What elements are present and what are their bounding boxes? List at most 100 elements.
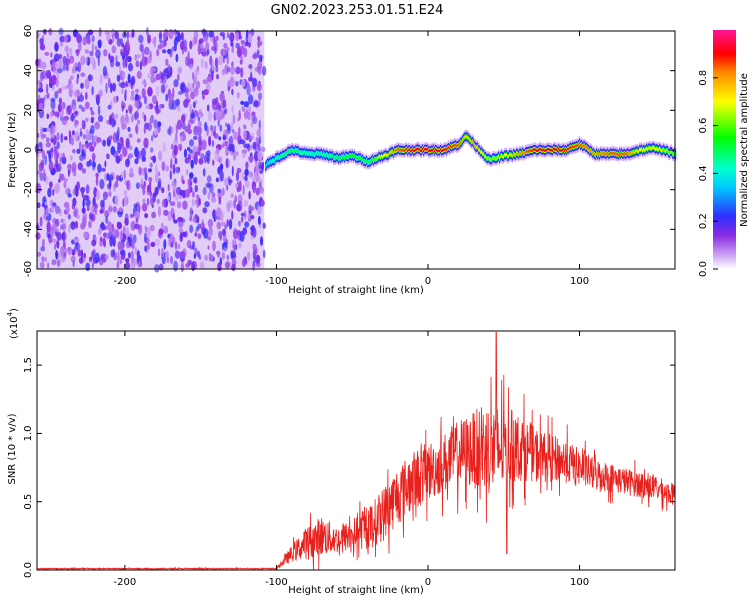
ridge-core bbox=[352, 154, 354, 157]
noise-blob bbox=[82, 198, 85, 210]
noise-blob bbox=[146, 56, 152, 64]
ridge-core bbox=[547, 148, 549, 151]
noise-blob bbox=[75, 187, 79, 198]
noise-blob bbox=[144, 46, 150, 56]
noise-blob bbox=[45, 207, 50, 217]
noise-blob bbox=[205, 182, 211, 189]
noise-blob bbox=[174, 241, 178, 250]
ridge-core bbox=[646, 147, 648, 150]
ridge-core bbox=[361, 158, 363, 162]
noise-blob bbox=[53, 111, 60, 117]
colorbar-tick-label: 0.6 bbox=[698, 118, 709, 134]
noise-blob bbox=[198, 158, 204, 165]
noise-blob bbox=[228, 135, 234, 146]
noise-blob bbox=[129, 33, 132, 38]
ridge-core bbox=[658, 148, 660, 151]
noise-blob bbox=[155, 173, 159, 183]
noise-blob bbox=[87, 29, 94, 36]
noise-blob bbox=[74, 242, 81, 250]
noise-blob bbox=[114, 31, 120, 40]
noise-blob bbox=[255, 162, 259, 167]
ridge-core bbox=[408, 148, 410, 151]
noise-blob bbox=[81, 207, 86, 214]
noise-blob bbox=[136, 250, 140, 259]
noise-blob bbox=[41, 256, 45, 262]
noise-blob bbox=[145, 104, 151, 110]
noise-blob bbox=[146, 122, 153, 132]
ridge-core bbox=[413, 149, 415, 153]
noise-blob bbox=[153, 119, 158, 129]
noise-blob bbox=[248, 204, 253, 213]
ridge-core bbox=[667, 149, 669, 152]
noise-blob bbox=[58, 59, 63, 69]
noise-blob bbox=[225, 122, 228, 128]
ridge-core bbox=[495, 157, 497, 160]
ridge-core bbox=[599, 153, 601, 157]
ridge-core bbox=[487, 157, 489, 160]
noise-blob bbox=[117, 241, 122, 251]
noise-blob bbox=[100, 199, 104, 208]
ridge-core bbox=[454, 144, 456, 147]
ridge-core bbox=[609, 152, 611, 156]
noise-blob bbox=[221, 252, 226, 260]
noise-blob bbox=[156, 48, 160, 57]
noise-blob bbox=[165, 165, 169, 172]
spectrogram-y-label: Frequency (Hz) bbox=[7, 112, 18, 188]
noise-blob bbox=[250, 144, 253, 150]
noise-blob bbox=[71, 239, 75, 245]
noise-blob bbox=[69, 75, 74, 80]
ridge-core bbox=[613, 151, 615, 155]
noise-blob bbox=[231, 263, 236, 272]
noise-blob bbox=[72, 148, 76, 154]
noise-blob bbox=[112, 205, 118, 213]
ridge-core bbox=[543, 148, 545, 151]
ridge-core bbox=[436, 148, 438, 152]
noise-blob bbox=[110, 226, 114, 234]
noise-blob bbox=[134, 246, 137, 255]
ridge-core bbox=[650, 147, 652, 150]
ridge-core bbox=[401, 149, 403, 152]
ridge-core bbox=[542, 149, 544, 152]
noise-blob bbox=[255, 136, 260, 144]
noise-blob bbox=[120, 51, 125, 57]
noise-blob bbox=[236, 184, 242, 193]
ridge-core bbox=[535, 148, 537, 151]
ridge-core bbox=[378, 155, 380, 159]
noise-blob bbox=[205, 42, 210, 51]
noise-blob bbox=[242, 150, 246, 159]
noise-blob bbox=[116, 261, 120, 269]
noise-blob bbox=[171, 99, 177, 111]
ridge-core bbox=[649, 146, 651, 150]
ridge-core bbox=[350, 154, 352, 157]
noise-blob bbox=[158, 248, 161, 257]
noise-blob bbox=[84, 101, 90, 110]
ridge-core bbox=[629, 152, 631, 155]
noise-blob bbox=[152, 193, 156, 203]
noise-blob bbox=[227, 86, 231, 92]
ridge-core bbox=[464, 135, 466, 139]
noise-blob bbox=[97, 105, 101, 116]
noise-blob bbox=[247, 33, 253, 43]
ridge-core bbox=[363, 160, 365, 163]
ridge-core bbox=[446, 148, 448, 152]
ridge-core bbox=[551, 148, 553, 152]
noise-blob bbox=[204, 254, 208, 261]
ridge-core bbox=[390, 151, 392, 154]
ridge-core bbox=[538, 148, 540, 152]
ridge-core bbox=[519, 151, 521, 155]
noise-blob bbox=[248, 64, 253, 69]
noise-blob bbox=[200, 58, 204, 69]
ridge-core bbox=[593, 151, 595, 154]
noise-blob bbox=[78, 104, 83, 109]
ridge-core bbox=[414, 149, 416, 152]
noise-blob bbox=[219, 92, 225, 102]
ridge-core bbox=[555, 148, 557, 151]
noise-blob bbox=[138, 150, 142, 160]
noise-blob bbox=[258, 92, 262, 101]
noise-blob bbox=[174, 250, 181, 259]
ridge-core bbox=[546, 148, 548, 152]
noise-blob bbox=[201, 28, 207, 36]
y-tick-label: -20 bbox=[23, 181, 34, 197]
ridge-core bbox=[465, 135, 467, 139]
noise-blob bbox=[143, 137, 149, 149]
